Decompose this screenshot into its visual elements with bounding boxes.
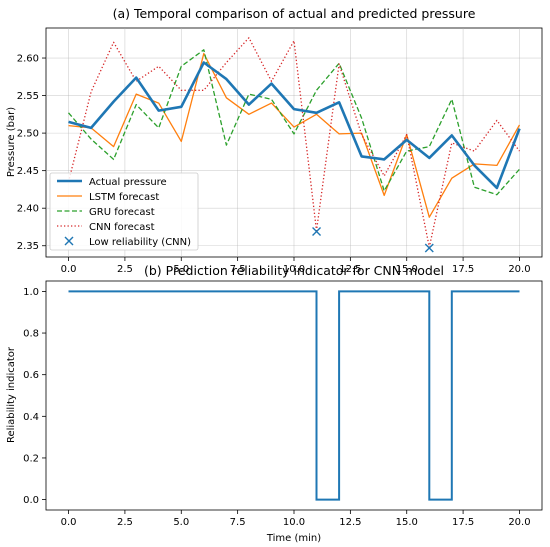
x-tick-label: 7.5	[230, 264, 246, 275]
actual-pressure-line	[68, 61, 521, 190]
x-tick-label: 15.0	[396, 517, 418, 528]
x-tick-label: 5.0	[173, 264, 189, 275]
legend: Actual pressure LSTM forecast GRU foreca…	[49, 172, 199, 251]
legend-label-cnn: CNN forecast	[89, 222, 155, 233]
y-tick-label: 2.50	[17, 129, 39, 140]
y-tick-label: 1.0	[23, 287, 39, 298]
x-tick-label: 20.0	[508, 517, 530, 528]
panel-b-y-axis-label: Reliability indicator	[6, 346, 17, 443]
x-tick-label: 17.5	[452, 517, 474, 528]
panel-a-title: (a) Temporal comparison of actual and pr…	[113, 6, 476, 21]
panel-a-x-ticks: 0.0 2.5 5.0 7.5 10.0 12.5 15.0 17.5 20.0	[61, 257, 531, 275]
y-tick-label: 2.60	[17, 54, 39, 65]
lstm-forecast-line	[68, 52, 521, 218]
legend-label-gru: GRU forecast	[89, 207, 155, 218]
x-marker-stroke	[424, 243, 434, 253]
y-tick-label: 0.2	[23, 453, 39, 464]
panel-b-x-ticks: 0.0 2.5 5.0 7.5 10.0 12.5 15.0 17.5 20.0	[61, 510, 531, 528]
y-tick-label: 0.6	[23, 370, 39, 381]
y-tick-label: 2.45	[17, 166, 39, 177]
panel-a-y-axis-label: Pressure (bar)	[6, 107, 17, 177]
x-tick-label: 5.0	[173, 517, 189, 528]
y-tick-label: 2.40	[17, 204, 39, 215]
gru-forecast-line	[68, 49, 520, 196]
x-tick-label: 0.0	[61, 264, 77, 275]
low-reliability-x-marker	[312, 226, 322, 236]
reliability-step-line	[68, 290, 520, 501]
x-tick-label: 10.0	[283, 264, 305, 275]
x-marker-stroke	[312, 226, 322, 236]
legend-label-low-reliability: Low reliability (CNN)	[89, 237, 191, 248]
pressure-comparison-panel: (a) Temporal comparison of actual and pr…	[6, 6, 543, 275]
x-tick-label: 7.5	[230, 517, 246, 528]
y-tick-label: 0.0	[23, 495, 39, 506]
x-tick-label: 0.0	[61, 517, 77, 528]
y-tick-label: 0.8	[23, 329, 39, 340]
panel-a-low-reliability-markers	[312, 226, 434, 253]
panel-b-series	[68, 290, 520, 501]
y-tick-label: 2.55	[17, 91, 39, 102]
x-tick-label: 15.0	[396, 264, 418, 275]
x-tick-label: 2.5	[117, 264, 133, 275]
x-tick-label: 10.0	[283, 517, 305, 528]
x-tick-label: 2.5	[117, 517, 133, 528]
legend-label-actual: Actual pressure	[89, 177, 167, 188]
x-tick-label: 20.0	[508, 264, 530, 275]
y-tick-label: 0.4	[23, 412, 39, 423]
legend-box	[49, 172, 199, 251]
x-tick-label: 12.5	[339, 517, 361, 528]
panel-b-x-axis-label: Time (min)	[266, 533, 321, 544]
legend-marker-x-icon	[64, 236, 74, 246]
reliability-indicator-panel: (b) Prediction reliability indicator for…	[6, 263, 543, 544]
panel-a-series	[67, 37, 521, 248]
legend-label-lstm: LSTM forecast	[89, 192, 159, 203]
low-reliability-x-marker	[424, 243, 434, 253]
panel-b-title: (b) Prediction reliability indicator for…	[144, 263, 444, 278]
panel-a-y-ticks: 2.35 2.40 2.45 2.50 2.55 2.60	[17, 54, 46, 252]
panel-b-frame	[45, 280, 543, 511]
panel-b-y-ticks: 0.0 0.2 0.4 0.6 0.8 1.0	[23, 287, 46, 506]
x-tick-label: 17.5	[452, 264, 474, 275]
x-tick-label: 12.5	[339, 264, 361, 275]
y-tick-label: 2.35	[17, 241, 39, 252]
